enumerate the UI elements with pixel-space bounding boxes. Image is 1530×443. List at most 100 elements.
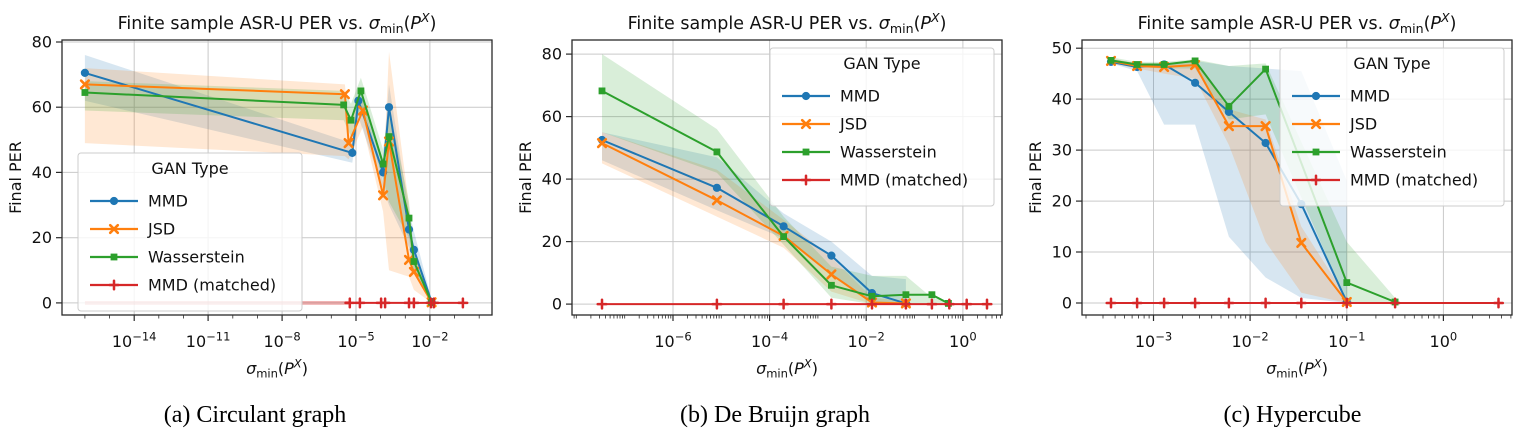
series-marker-square [928,291,936,299]
series-marker-circle [1224,107,1233,116]
legend-title: GAN Type [843,54,920,73]
legend-frame [77,152,303,312]
series-marker-square [1107,57,1115,64]
series-marker-plus [457,297,469,309]
confidence-band-wasserstein [84,77,432,303]
subplot-hypercube: 10−3 10−2 10−1 100 0 10 20 30 40 50 Finite sample … [1020,0,1530,390]
series-marker-square [868,292,876,300]
series-marker-plus [1105,297,1117,309]
series-marker-square [1191,57,1199,65]
y-tick-label: 60 [32,98,52,117]
series-line-jsd [601,142,906,305]
y-tick-label: 40 [32,163,52,182]
series-marker-square [357,87,365,95]
confidence-band-jsd [602,132,906,305]
legend-frame [1279,47,1505,207]
plots-row: 10−14 10−11 10−8 10−5 10−2 0 20 40 60 80 Finite sa… [0,0,1530,390]
series-line-wasserstein [601,90,949,305]
series-marker-square [1160,61,1168,68]
series-marker-square [1133,61,1141,68]
series-marker-plus [354,297,366,309]
legend: GAN Type MMD JSD Wasserstein MMD (matched) [77,152,303,312]
y-tick-label: 40 [1052,90,1072,109]
legend-label-jsd: JSD [1349,115,1377,134]
series-marker-plus [778,298,790,310]
series-marker-plus [1295,297,1307,309]
series-marker-plus [108,279,120,291]
legend-label-mmd: MMD [840,87,880,106]
series-marker-plus [943,298,955,310]
series-marker-square [81,89,89,96]
series-marker-x [108,223,120,235]
confidence-band-jsd [84,51,432,303]
chart-title: Finite sample ASR-U PER vs. σmin(PX) [628,10,947,36]
series-line-jsd [1110,59,1348,303]
caption-a-circulant-graph: (a) Circulant graph [163,402,347,428]
series-marker-square [379,160,387,168]
series-marker-circle [1191,78,1200,87]
series-marker-x [826,269,837,280]
legend-label-wasserstein: Wasserstein [148,248,245,267]
subplot-de-bruijn-graph: 10−6 10−4 10−2 100 0 20 40 60 80 Finite sample AS… [510,0,1020,390]
y-tick-label: 10 [1052,243,1072,262]
series-marker-square [347,116,355,124]
x-axis-label: σmin(PX) [1266,357,1328,381]
y-axis-label: Final PER [6,141,25,214]
legend-title: GAN Type [151,159,228,178]
series-marker-square [340,101,348,109]
series-marker-square [802,148,810,156]
caption-b-de-bruijn-graph: (b) De Bruijn graph [680,402,870,428]
series-marker-square [1225,102,1233,110]
y-tick-label: 30 [1052,141,1072,160]
legend-label-jsd: JSD [147,220,175,239]
series-marker-square [1262,65,1269,73]
y-tick-label: 20 [542,232,562,251]
series-marker-plus [1260,297,1272,309]
series-marker-plus [981,298,993,310]
series-marker-plus [1492,297,1505,309]
subplot-circulant-graph: 10−14 10−11 10−8 10−5 10−2 0 20 40 60 80 Finite sa… [0,0,510,390]
series-marker-circle [109,196,119,206]
series-marker-square [1312,148,1320,156]
series-marker-square [385,133,393,140]
series-marker-circle [827,251,836,260]
axes-frame [571,39,1003,316]
series-marker-x [1310,118,1322,130]
series-marker-circle [80,68,89,77]
series-marker-square [1343,279,1351,286]
series-marker-square [410,258,418,265]
chart-title: Finite sample ASR-U PER vs. σmin(PX) [1138,10,1457,36]
series-marker-plus [900,298,912,310]
series-marker-plus [408,297,420,309]
series-marker-circle [384,103,394,112]
series-marker-plus [1158,297,1170,309]
y-tick-label: 80 [32,33,52,52]
x-axis-label: σmin(PX) [756,357,818,381]
confidence-band-jsd [1111,58,1347,304]
legend: GAN Type MMD JSD Wasserstein MMD (matched) [769,47,995,207]
series-marker-plus [1310,174,1322,186]
series-marker-plus [961,298,973,310]
y-tick-label: 60 [542,107,562,126]
series-marker-circle [1261,138,1270,148]
series-marker-x [343,138,354,149]
series-marker-plus [1223,297,1235,309]
series-marker-x [1296,237,1307,248]
legend-label-mmd-matched: MMD (matched) [148,276,276,295]
legend-frame [769,47,995,207]
series-marker-x [339,89,350,100]
y-tick-label: 50 [1052,39,1072,58]
series-marker-square [780,233,787,240]
y-tick-label: 20 [32,228,52,247]
series-marker-plus [866,298,878,310]
series-marker-circle [712,183,721,192]
x-axis-label: σmin(PX) [246,357,308,381]
series-marker-plus [825,298,837,310]
series-marker-plus [1341,297,1353,309]
series-marker-plus [344,297,356,309]
y-tick-label: 0 [42,293,52,312]
confidence-band-mmd [602,132,906,305]
series-marker-square [828,281,835,289]
